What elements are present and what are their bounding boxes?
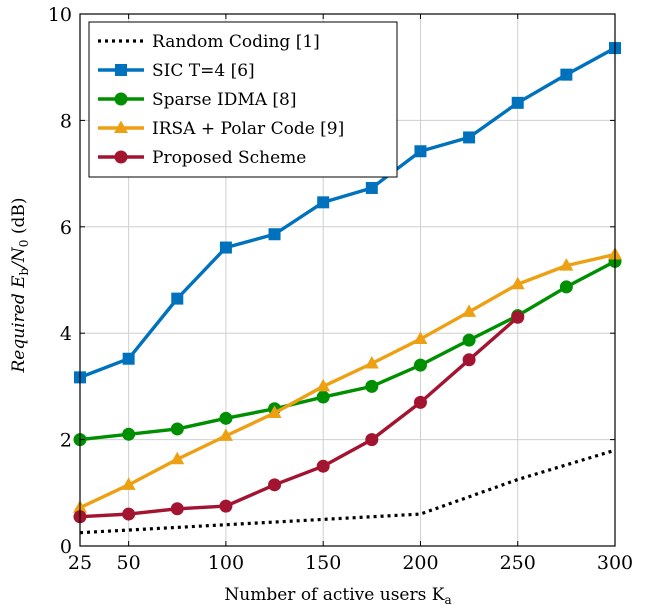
data-point (317, 196, 330, 209)
data-point (170, 451, 185, 465)
legend-marker (114, 150, 128, 164)
data-point (122, 507, 136, 521)
legend-item: SIC T=4 [6] (98, 61, 255, 81)
data-point (364, 356, 379, 369)
series-2 (73, 254, 622, 447)
series-line (79, 46, 616, 379)
legend-item: IRSA + Polar Code [9] (98, 119, 344, 139)
series-0 (79, 448, 616, 535)
data-point (365, 433, 379, 447)
ticks: 25 50 100 150 200 250 300 0 2 4 6 8 10 (48, 4, 633, 574)
legend: Random Coding [1] SIC T=4 [6] Sparse IDMA … (88, 21, 398, 178)
x-tick-label: 150 (305, 552, 341, 574)
data-point (171, 292, 184, 305)
legend-label: Sparse IDMA [8] (152, 90, 297, 110)
y-tick-label: 6 (60, 217, 72, 239)
data-point (462, 353, 476, 367)
legend-label: IRSA + Polar Code [9] (152, 119, 344, 139)
data-point (170, 502, 184, 516)
data-point (219, 411, 233, 425)
data-point (316, 390, 330, 404)
legend-item: Random Coding [1] (98, 32, 320, 52)
y-tick-label: 0 (60, 536, 72, 558)
y-axis-label: Required Eb/N0 (dB) (9, 198, 31, 374)
x-tick-label: 300 (597, 552, 633, 574)
data-point (462, 304, 477, 317)
x-tick-label: 25 (68, 552, 92, 574)
plot-frame (79, 13, 616, 547)
x-tick-label: 200 (402, 552, 438, 574)
y-tick-label: 10 (48, 4, 72, 26)
data-point (365, 379, 379, 393)
series-3 (73, 246, 622, 513)
series-line (79, 259, 616, 442)
data-point (462, 333, 476, 347)
data-point (268, 228, 281, 241)
legend-marker (115, 64, 127, 76)
data-point (511, 96, 524, 109)
data-point (413, 331, 428, 345)
x-tick-label: 50 (117, 552, 141, 574)
y-tick-label: 4 (60, 323, 72, 345)
series-line (79, 252, 616, 510)
series-layer (73, 42, 622, 535)
legend-label: Proposed Scheme (152, 148, 306, 168)
data-point (560, 68, 573, 81)
data-point (413, 358, 427, 372)
legend-item: Proposed Scheme (98, 148, 306, 168)
data-point (511, 310, 525, 324)
x-tick-label: 250 (500, 552, 536, 574)
data-point (219, 241, 232, 254)
data-point (218, 428, 233, 441)
legend-marker (114, 92, 128, 106)
data-point (316, 459, 330, 473)
data-point (559, 280, 573, 294)
data-point (268, 478, 282, 492)
series-line (79, 448, 616, 535)
data-point (122, 427, 136, 441)
data-point (413, 395, 427, 409)
data-point (121, 477, 136, 490)
legend-marker (114, 120, 128, 133)
legend-label: SIC T=4 [6] (152, 61, 255, 81)
data-point (122, 352, 135, 365)
data-point (463, 131, 476, 144)
x-tick-label: 100 (208, 552, 244, 574)
legend-label: Random Coding [1] (152, 32, 320, 52)
data-point (267, 405, 282, 418)
data-point (559, 258, 574, 271)
data-point (219, 499, 233, 513)
y-tick-label: 2 (60, 430, 72, 452)
series-4 (73, 310, 525, 524)
data-point (170, 422, 184, 436)
data-point (316, 378, 331, 392)
data-point (510, 276, 525, 290)
y-tick-label: 8 (60, 110, 72, 132)
legend-item: Sparse IDMA [8] (98, 90, 297, 110)
x-axis-label: Number of active users Ka (224, 585, 451, 607)
data-point (365, 181, 378, 194)
series-line (79, 315, 519, 519)
series-1 (74, 42, 621, 384)
data-point (414, 145, 427, 158)
